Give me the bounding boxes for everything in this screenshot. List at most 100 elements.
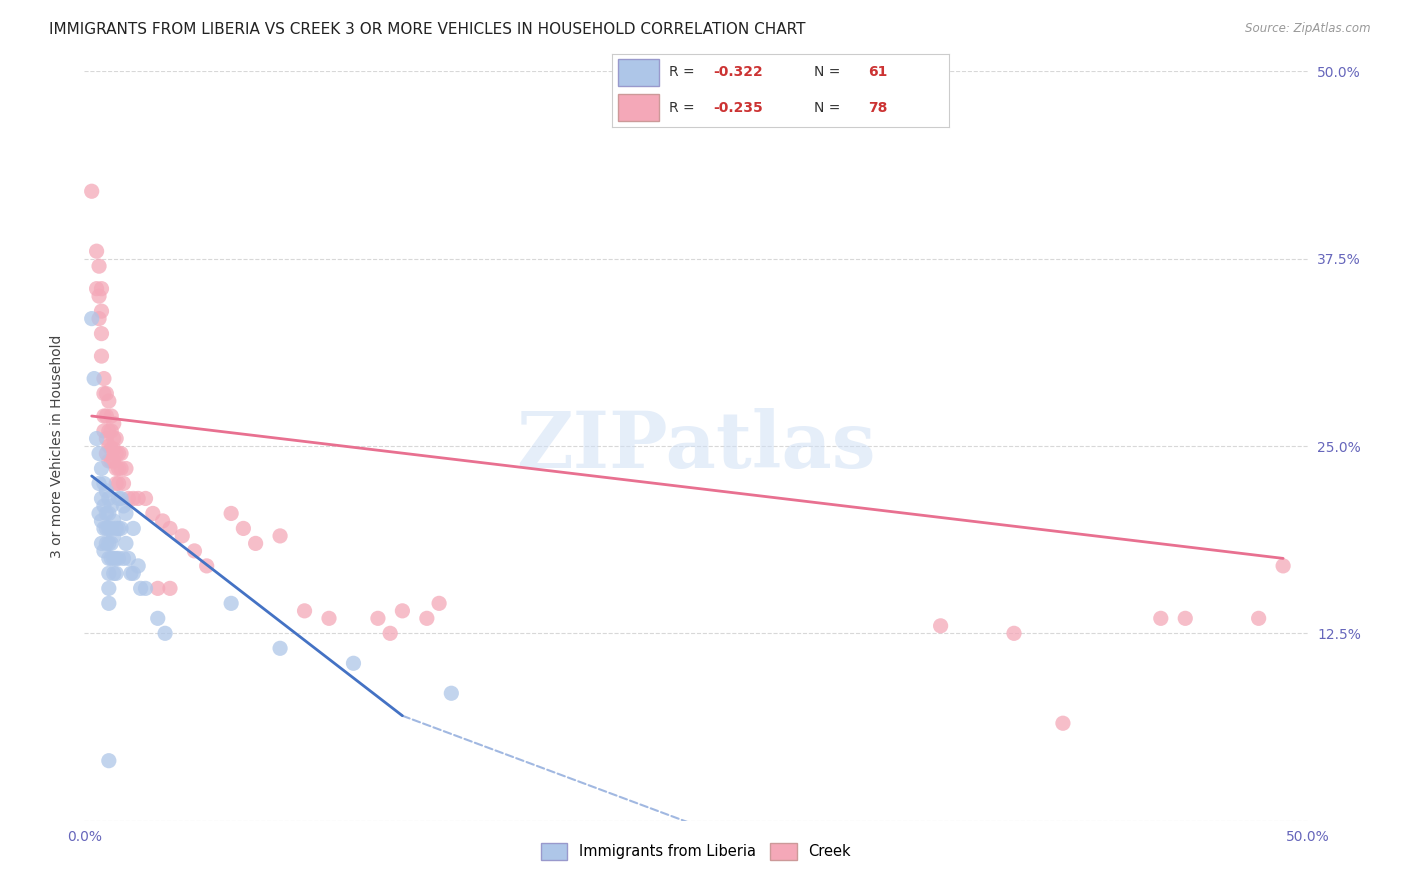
Point [100,442,122,456]
FancyBboxPatch shape [619,95,659,120]
Point [103,551,125,566]
Point [93,521,115,535]
Point [416,611,439,625]
Text: IMMIGRANTS FROM LIBERIA VS CREEK 3 OR MORE VEHICLES IN HOUSEHOLD CORRELATION CHA: IMMIGRANTS FROM LIBERIA VS CREEK 3 OR MO… [49,22,806,37]
Point [294,604,316,618]
Point [96,521,118,535]
Point [105,551,128,566]
Point [115,536,138,550]
Point [96,446,118,460]
Point [90,304,112,318]
Point [97,521,120,535]
Point [172,529,194,543]
Point [83,371,105,385]
Point [97,394,120,409]
Point [90,349,112,363]
Point [110,521,132,535]
Point [318,611,340,625]
Point [269,529,291,543]
Point [440,686,463,700]
Text: N =: N = [814,65,845,78]
Point [146,611,169,625]
Point [87,289,110,303]
Point [87,446,110,460]
Point [103,442,125,456]
Point [96,409,118,423]
Point [87,311,110,326]
Point [103,529,125,543]
Point [110,446,132,460]
Point [100,521,122,535]
Point [122,491,145,506]
Point [96,432,118,446]
Point [103,514,125,528]
Point [97,566,120,581]
Point [80,311,103,326]
Text: -0.322: -0.322 [713,65,762,78]
Point [105,566,128,581]
Point [232,521,254,535]
Point [107,446,129,460]
Point [105,432,128,446]
Point [115,507,138,521]
Point [115,461,138,475]
Point [1272,558,1295,573]
Point [117,551,139,566]
Point [97,754,120,768]
Point [103,417,125,431]
Point [105,476,128,491]
Point [195,558,218,573]
Point [97,507,120,521]
Point [103,566,125,581]
Point [142,507,165,521]
Point [103,454,125,468]
Point [122,566,145,581]
Point [152,514,174,528]
Point [105,446,128,460]
Text: 78: 78 [868,101,887,115]
Text: R =: R = [669,65,699,78]
Point [107,551,129,566]
Point [105,521,128,535]
Point [97,582,120,596]
FancyBboxPatch shape [619,60,659,86]
Point [135,491,157,506]
Point [112,476,135,491]
Point [93,409,115,423]
Point [80,184,103,198]
Point [127,491,149,506]
Point [96,386,118,401]
Point [87,259,110,273]
Point [219,507,242,521]
Text: ZIPatlas: ZIPatlas [516,408,876,484]
Point [427,596,450,610]
Point [219,596,242,610]
Point [1174,611,1197,625]
Point [269,641,291,656]
Point [96,483,118,498]
Point [97,454,120,468]
Point [107,521,129,535]
Point [245,536,267,550]
Point [342,657,364,671]
Point [93,499,115,513]
Point [86,282,108,296]
Text: R =: R = [669,101,699,115]
Point [183,544,205,558]
Point [90,326,112,341]
Point [87,476,110,491]
Point [90,514,112,528]
Point [100,499,122,513]
Point [153,626,176,640]
Point [367,611,389,625]
Point [90,461,112,475]
Point [100,454,122,468]
Point [112,499,135,513]
Legend: Immigrants from Liberia, Creek: Immigrants from Liberia, Creek [536,838,856,866]
Point [1002,626,1025,640]
Point [391,604,413,618]
Point [112,551,135,566]
Point [90,282,112,296]
Point [1247,611,1270,625]
Point [96,536,118,550]
